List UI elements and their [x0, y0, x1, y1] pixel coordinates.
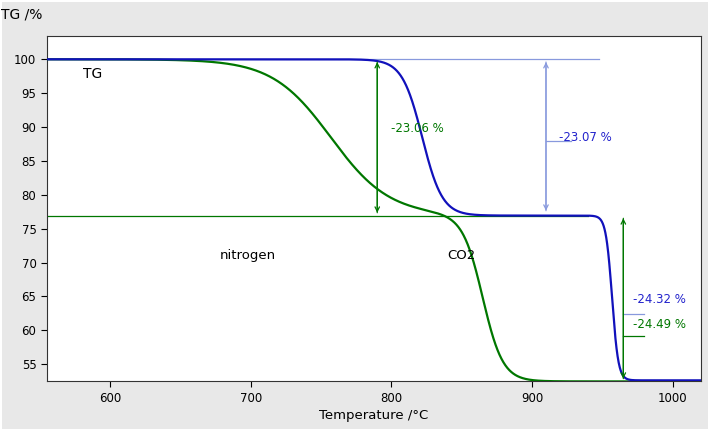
Text: CO2: CO2: [447, 249, 476, 262]
Text: -24.32 %: -24.32 %: [633, 293, 686, 306]
Text: -24.49 %: -24.49 %: [633, 318, 686, 332]
X-axis label: Temperature /°C: Temperature /°C: [319, 408, 428, 422]
Text: TG: TG: [84, 67, 103, 81]
Text: -23.07 %: -23.07 %: [559, 131, 611, 144]
Text: TG /%: TG /%: [1, 8, 43, 22]
Text: -23.06 %: -23.06 %: [391, 122, 444, 135]
Text: nitrogen: nitrogen: [220, 249, 276, 262]
